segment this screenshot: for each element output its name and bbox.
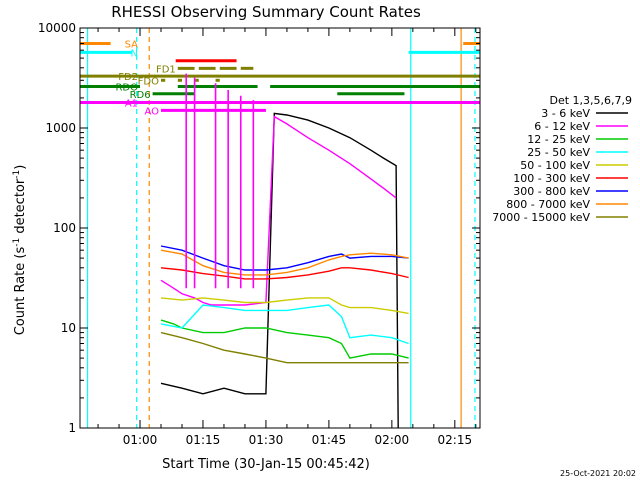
x-tick-label-105: 01:45 — [312, 433, 347, 447]
x-tick-label-75: 01:15 — [186, 433, 221, 447]
y-axis-label-sup2: -1 — [12, 170, 22, 179]
x-axis: 01:00 01:15 01:30 01:45 02:00 02:15 — [97, 28, 477, 447]
y-axis-label-mid: detector — [13, 178, 28, 238]
series-line-7 — [160, 249, 409, 276]
legend-label-5: 100 - 300 keV — [513, 172, 590, 185]
y-tick-label-100: 100 — [53, 221, 76, 235]
y-axis: 1 10 100 1000 10000 — [38, 21, 480, 435]
series-line-3 — [160, 304, 409, 345]
spikes — [185, 73, 255, 289]
legend-label-2: 12 - 25 keV — [527, 133, 590, 146]
legend-label-0: 3 - 6 keV — [541, 107, 590, 120]
legend-label-7: 800 - 7000 keV — [506, 198, 590, 211]
x-tick-label-90: 01:30 — [249, 433, 284, 447]
flag-label-a1: A1 — [125, 98, 138, 109]
flag-label-rd6: RD6 — [130, 90, 151, 101]
y-tick-label-10000: 10000 — [38, 21, 76, 35]
flag-label-saa: SA — [125, 39, 139, 50]
y-axis-label-main: Count Rate (s — [13, 247, 28, 336]
x-tick-label-135: 02:15 — [438, 433, 473, 447]
flag-label-rd0: RDO — [115, 83, 138, 94]
legend-label-8: 7000 - 15000 keV — [492, 211, 590, 224]
legend-label-3: 25 - 50 keV — [527, 146, 590, 159]
flag-label-a0: AO — [144, 106, 159, 117]
x-tick-label-120: 02:00 — [375, 433, 410, 447]
legend-label-4: 50 - 100 keV — [520, 159, 590, 172]
flag-label-fdo: FDO — [138, 76, 159, 87]
flag-label-fd2: FD2 — [118, 72, 138, 83]
series-line-5 — [160, 267, 409, 280]
series-line-2 — [160, 319, 409, 359]
y-axis-label-end: ) — [13, 165, 28, 170]
legend-title: Det 1,3,5,6,7,9 — [549, 94, 632, 107]
y-axis-label: Count Rate (s-1 detector-1) — [12, 165, 28, 336]
legend-label-6: 300 - 800 keV — [513, 185, 590, 198]
x-tick-label-60: 01:00 — [123, 433, 158, 447]
series-line-4 — [160, 297, 409, 315]
series-line-8 — [160, 331, 409, 364]
flag-label-fd1: FD1 — [156, 64, 176, 75]
flag-label-night: N — [131, 48, 138, 59]
y-tick-label-1: 1 — [68, 421, 76, 435]
timestamp: 25-Oct-2021 20:02 — [560, 469, 636, 478]
legend-label-1: 6 - 12 keV — [534, 120, 590, 133]
series-line-6 — [160, 245, 409, 271]
y-axis-label-sup1: -1 — [12, 238, 22, 247]
series-lines — [160, 112, 409, 429]
y-tick-label-10: 10 — [61, 321, 76, 335]
series-line-0 — [160, 112, 399, 429]
x-axis-label: Start Time (30-Jan-15 00:45:42) — [162, 457, 370, 472]
chart-title: RHESSI Observing Summary Count Rates — [111, 3, 421, 21]
y-tick-label-1000: 1000 — [45, 121, 76, 135]
